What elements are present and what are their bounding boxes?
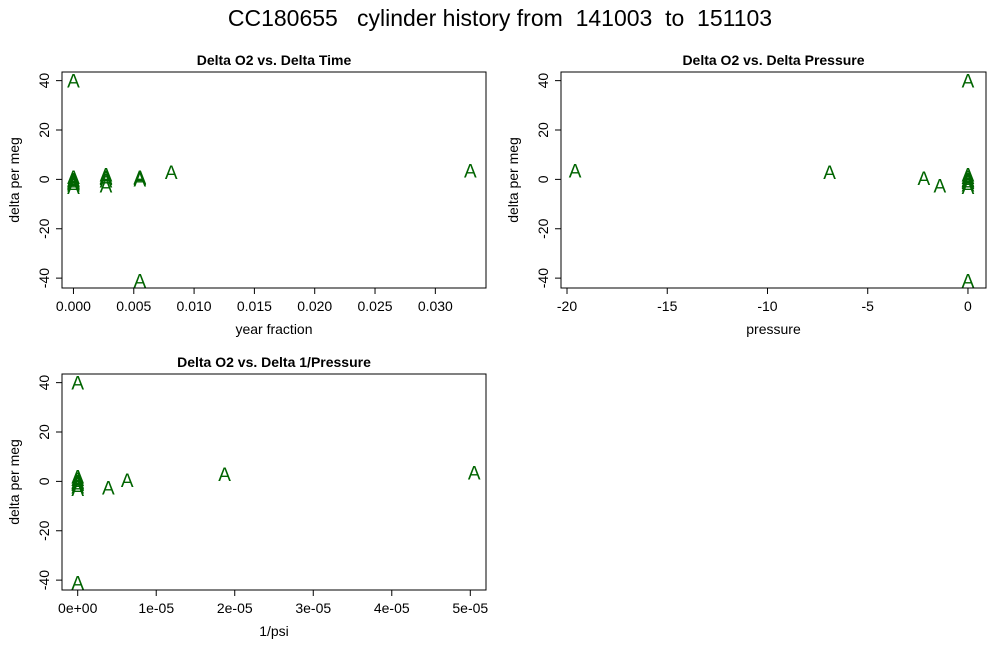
plot-frame bbox=[61, 71, 487, 289]
y-tick-label: -20 bbox=[36, 218, 52, 238]
data-point: A bbox=[71, 574, 84, 595]
x-tick-label: 0.015 bbox=[237, 298, 272, 314]
x-tick-label: 0.005 bbox=[116, 298, 151, 314]
x-axis-label: pressure bbox=[746, 321, 801, 337]
x-tick-label: 4e-05 bbox=[374, 600, 410, 616]
x-tick-label: 0 bbox=[964, 298, 972, 314]
data-point: A bbox=[67, 178, 80, 199]
data-point: A bbox=[962, 173, 975, 194]
data-point: A bbox=[218, 465, 231, 486]
data-point: A bbox=[71, 475, 84, 496]
data-point: A bbox=[962, 175, 975, 196]
x-tick-label: 2e-05 bbox=[217, 600, 253, 616]
x-tick-label: 3e-05 bbox=[295, 600, 331, 616]
data-point: A bbox=[100, 177, 113, 198]
y-tick-label: 0 bbox=[36, 477, 52, 485]
data-point: A bbox=[71, 474, 84, 495]
data-point: A bbox=[121, 471, 134, 492]
x-axis-label: year fraction bbox=[235, 321, 312, 337]
chart-panel-delta-time: Delta O2 vs. Delta Time 0.000 0.005 0.010 0.… bbox=[6, 52, 487, 337]
y-tick-label: -40 bbox=[535, 268, 551, 288]
data-point: A bbox=[71, 477, 84, 498]
y-tick-label: 40 bbox=[36, 375, 52, 391]
data-point: A bbox=[67, 173, 80, 194]
y-tick-label: -40 bbox=[36, 268, 52, 288]
data-point: A bbox=[67, 170, 80, 191]
data-point: A bbox=[962, 178, 975, 199]
y-tick-label: 0 bbox=[36, 175, 52, 183]
data-point: A bbox=[67, 174, 80, 195]
x-tick-label: -5 bbox=[861, 298, 874, 314]
chart-panel-delta-pressure: Delta O2 vs. Delta Pressure -20 -15 -10 -5 0 p… bbox=[505, 52, 987, 337]
y-tick-label: 20 bbox=[36, 122, 52, 138]
data-point: A bbox=[962, 165, 975, 186]
x-tick-label: -20 bbox=[557, 298, 577, 314]
x-tick-label: -15 bbox=[657, 298, 677, 314]
data-point: A bbox=[71, 470, 84, 491]
data-point: A bbox=[102, 479, 115, 500]
panel-title: Delta O2 vs. Delta 1/Pressure bbox=[177, 354, 371, 370]
main-title: CC180655 cylinder history from 141003 to… bbox=[227, 5, 773, 31]
x-tick-label: 0.000 bbox=[56, 298, 91, 314]
data-point: A bbox=[133, 272, 146, 293]
x-tick-label: 0.025 bbox=[358, 298, 393, 314]
y-tick-label: 20 bbox=[36, 424, 52, 440]
y-axis-label: delta per meg bbox=[6, 137, 22, 223]
data-point: A bbox=[962, 272, 975, 293]
data-point: A bbox=[464, 162, 477, 183]
data-point: A bbox=[165, 163, 178, 184]
data-point: A bbox=[100, 172, 113, 193]
panel-title: Delta O2 vs. Delta Pressure bbox=[682, 52, 864, 68]
data-point: A bbox=[100, 168, 113, 189]
y-axis-label: delta per meg bbox=[6, 439, 22, 525]
data-point: A bbox=[71, 480, 84, 501]
x-tick-label: 0e+00 bbox=[58, 600, 98, 616]
data-point: A bbox=[71, 467, 84, 488]
y-tick-label: -40 bbox=[36, 570, 52, 590]
data-point: A bbox=[67, 168, 80, 189]
data-point: A bbox=[71, 472, 84, 493]
data-point: A bbox=[100, 169, 113, 190]
data-point: A bbox=[133, 168, 146, 189]
data-point: A bbox=[918, 169, 931, 190]
x-tick-label: 1e-05 bbox=[138, 600, 174, 616]
x-tick-label: 0.030 bbox=[418, 298, 453, 314]
x-tick-label: 5e-05 bbox=[452, 600, 488, 616]
chart-panel-delta-inverse-pressure: Delta O2 vs. Delta 1/Pressure 0e+00 1e-05 2… bbox=[6, 354, 488, 639]
data-point: A bbox=[468, 464, 481, 485]
data-point: A bbox=[569, 162, 582, 183]
data-point: A bbox=[133, 170, 146, 191]
data-point: A bbox=[962, 172, 975, 193]
data-point: A bbox=[100, 165, 113, 186]
y-tick-label: 0 bbox=[535, 175, 551, 183]
x-tick-label: -10 bbox=[757, 298, 777, 314]
y-tick-label: 40 bbox=[36, 73, 52, 89]
x-tick-label: 0.020 bbox=[297, 298, 332, 314]
x-tick-label: 0.010 bbox=[177, 298, 212, 314]
data-point: A bbox=[823, 163, 836, 184]
y-tick-label: -20 bbox=[535, 218, 551, 238]
data-point: A bbox=[71, 374, 84, 395]
x-axis-label: 1/psi bbox=[259, 623, 289, 639]
panel-title: Delta O2 vs. Delta Time bbox=[197, 52, 352, 68]
data-point: A bbox=[67, 72, 80, 93]
y-tick-label: 20 bbox=[535, 122, 551, 138]
y-tick-label: -20 bbox=[36, 520, 52, 540]
data-point: A bbox=[67, 175, 80, 196]
y-tick-label: 40 bbox=[535, 73, 551, 89]
y-axis-label: delta per meg bbox=[505, 137, 521, 223]
data-point: A bbox=[962, 170, 975, 191]
data-point: A bbox=[133, 169, 146, 190]
data-point: A bbox=[934, 177, 947, 198]
data-point: A bbox=[962, 168, 975, 189]
data-point: A bbox=[962, 72, 975, 93]
data-point: A bbox=[67, 172, 80, 193]
